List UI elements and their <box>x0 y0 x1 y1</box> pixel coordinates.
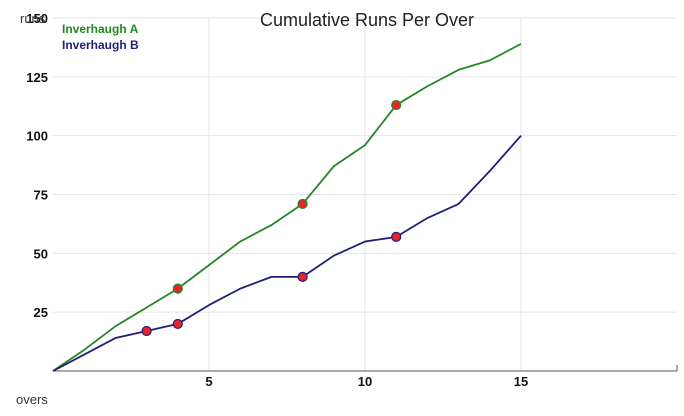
series-layer <box>52 43 522 372</box>
wicket-marker-b-over-11 <box>391 231 402 242</box>
y-tick-label-50: 50 <box>34 246 48 261</box>
x-tick-label-10: 10 <box>358 374 372 389</box>
y-axis-label: runs <box>20 11 46 26</box>
axes: 25 50 75 100 125 150 5 10 15 <box>26 11 678 389</box>
grid <box>53 17 677 371</box>
x-tick-label-15: 15 <box>514 374 528 389</box>
wicket-marker-b-over-3 <box>141 325 152 337</box>
x-tick-label-5: 5 <box>205 374 212 389</box>
y-tick-label-75: 75 <box>34 188 48 203</box>
chart-title: Cumulative Runs Per Over <box>260 10 474 30</box>
wicket-marker-b-over-4 <box>172 318 183 330</box>
y-tick-label-150: 150 <box>26 11 48 26</box>
legend-item-inverhaugh-b: Inverhaugh B <box>62 38 139 52</box>
series-line-inverhaugh-b <box>52 135 522 372</box>
wicket-marker-b-over-8 <box>297 271 308 282</box>
wicket-marker-a-over-4 <box>172 283 183 294</box>
legend-item-inverhaugh-a: Inverhaugh A <box>62 22 139 36</box>
legend: Inverhaugh A Inverhaugh B <box>62 22 139 52</box>
y-tick-label-125: 125 <box>26 70 48 85</box>
x-axis-label: overs <box>16 392 48 407</box>
y-tick-label-100: 100 <box>26 129 48 144</box>
wicket-marker-a-over-11 <box>391 99 402 111</box>
series-line-inverhaugh-a <box>52 43 522 372</box>
y-tick-label-25: 25 <box>34 305 48 320</box>
wicket-marker-a-over-8 <box>297 198 308 210</box>
